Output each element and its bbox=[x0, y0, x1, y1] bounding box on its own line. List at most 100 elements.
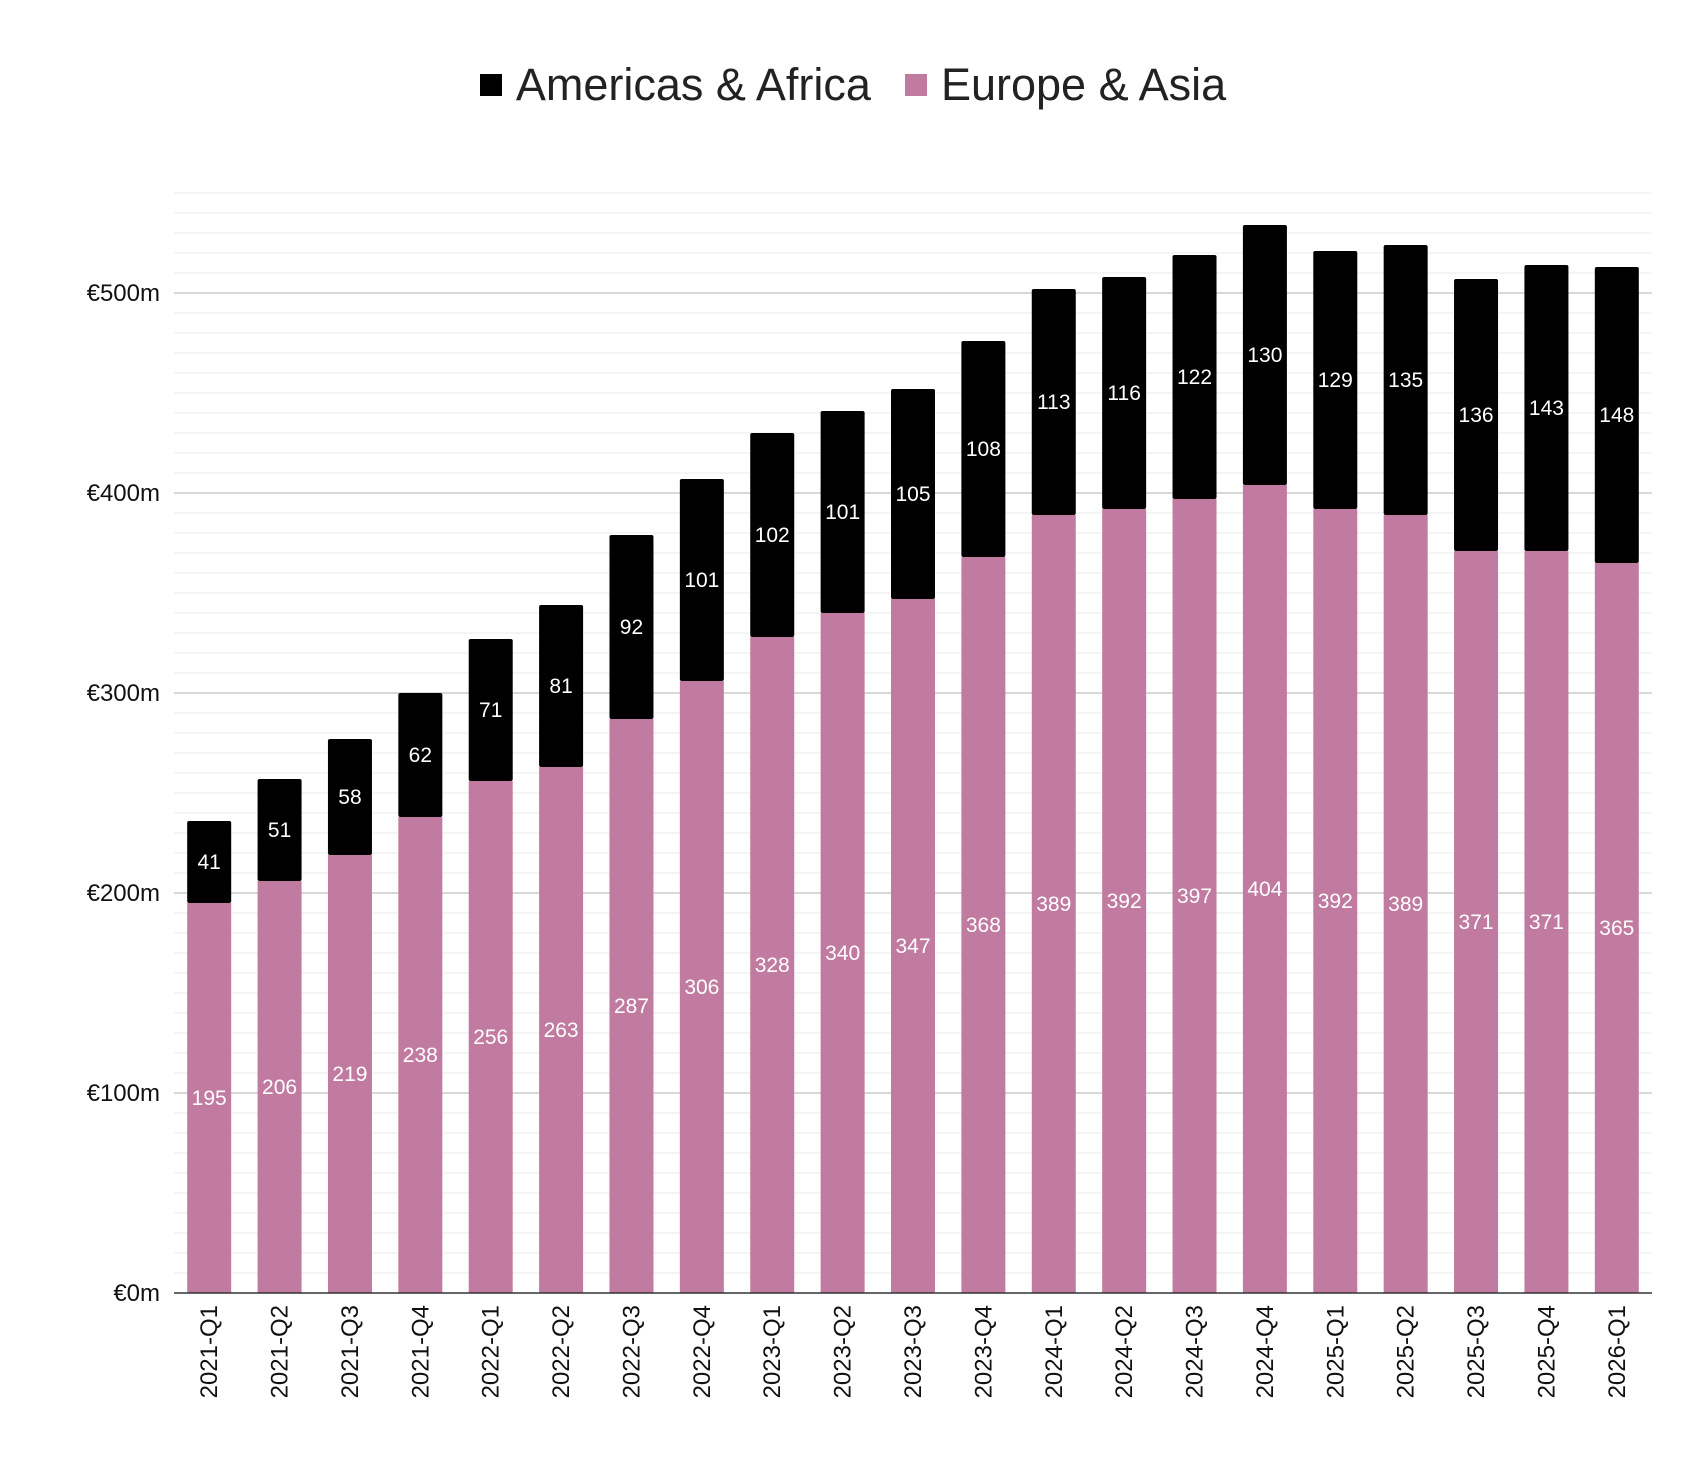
bar-europe-asia bbox=[1594, 563, 1639, 1293]
x-axis: 2021-Q1 2021-Q2 2021-Q3 2021-Q4 2022-Q1 2022-… bbox=[174, 1292, 1652, 1398]
bar-europe-asia bbox=[1242, 485, 1287, 1293]
bar-americas-africa bbox=[398, 693, 443, 817]
x-tick-label: 2026-Q1 bbox=[1604, 1305, 1631, 1398]
bar-americas-africa bbox=[1524, 265, 1569, 551]
bar-americas-africa bbox=[679, 479, 724, 681]
data-label-europe-asia: 389 bbox=[1036, 893, 1071, 916]
bar-americas-africa bbox=[1383, 245, 1428, 515]
bar-europe-asia bbox=[1031, 515, 1076, 1293]
bar-americas-africa bbox=[1313, 251, 1358, 509]
x-tick-label: 2024-Q1 bbox=[1041, 1305, 1068, 1398]
bar-europe-asia bbox=[1102, 509, 1147, 1293]
bar-europe-asia bbox=[609, 719, 654, 1293]
x-tick-label: 2022-Q2 bbox=[548, 1305, 575, 1398]
bar-europe-asia bbox=[187, 903, 232, 1293]
x-tick-label: 2025-Q1 bbox=[1322, 1305, 1349, 1398]
chart-legend: Americas & Africa Europe & Asia bbox=[0, 62, 1706, 107]
data-label-europe-asia: 340 bbox=[825, 942, 860, 965]
data-label-americas-africa: 143 bbox=[1529, 397, 1564, 420]
data-label-europe-asia: 365 bbox=[1599, 917, 1634, 940]
x-tick-label: 2024-Q2 bbox=[1111, 1305, 1138, 1398]
bar-americas-africa bbox=[539, 605, 584, 767]
data-label-europe-asia: 263 bbox=[544, 1019, 579, 1042]
data-label-americas-africa: 71 bbox=[479, 699, 502, 722]
data-label-americas-africa: 101 bbox=[825, 501, 860, 524]
data-label-americas-africa: 101 bbox=[684, 569, 719, 592]
data-label-americas-africa: 113 bbox=[1037, 391, 1070, 414]
x-tick-label: 2021-Q3 bbox=[337, 1305, 364, 1398]
legend-swatch-americas-africa bbox=[479, 73, 502, 96]
bar-europe-asia bbox=[398, 817, 443, 1293]
data-label-americas-africa: 105 bbox=[895, 483, 930, 506]
x-tick-label: 2022-Q1 bbox=[478, 1305, 505, 1398]
data-label-americas-africa: 41 bbox=[198, 851, 221, 874]
data-label-europe-asia: 195 bbox=[192, 1087, 227, 1110]
bar-europe-asia bbox=[539, 767, 584, 1293]
y-tick-label: €200m bbox=[87, 880, 160, 907]
bar-europe-asia bbox=[327, 855, 372, 1293]
bar-americas-africa bbox=[609, 535, 654, 719]
bar-americas-africa bbox=[187, 821, 232, 903]
data-label-americas-africa: 135 bbox=[1388, 369, 1423, 392]
bar-americas-africa bbox=[891, 389, 935, 599]
data-label-europe-asia: 306 bbox=[684, 976, 719, 999]
bar-americas-africa bbox=[1242, 225, 1287, 485]
x-tick-label: 2024-Q3 bbox=[1182, 1305, 1209, 1398]
x-tick-label: 2022-Q3 bbox=[618, 1305, 645, 1398]
data-label-europe-asia: 287 bbox=[614, 995, 649, 1018]
data-label-americas-africa: 51 bbox=[268, 819, 291, 842]
bar-europe-asia bbox=[1524, 551, 1569, 1293]
data-label-europe-asia: 256 bbox=[473, 1026, 508, 1049]
bar-americas-africa bbox=[327, 739, 372, 855]
bar-americas-africa bbox=[1102, 277, 1147, 509]
data-label-europe-asia: 389 bbox=[1388, 893, 1423, 916]
data-label-europe-asia: 404 bbox=[1247, 878, 1282, 901]
y-axis: €0m €100m €200m €300m €400m €500m bbox=[87, 280, 160, 1307]
data-label-europe-asia: 368 bbox=[966, 914, 1001, 937]
data-label-europe-asia: 392 bbox=[1107, 890, 1142, 913]
x-tick-label: 2023-Q4 bbox=[970, 1305, 997, 1398]
x-tick-label: 2025-Q3 bbox=[1463, 1305, 1490, 1398]
x-tick-label: 2021-Q1 bbox=[196, 1305, 223, 1398]
legend-item-europe-asia: Europe & Asia bbox=[904, 62, 1226, 107]
x-tick-label: 2021-Q2 bbox=[267, 1305, 294, 1398]
bar-americas-africa bbox=[1031, 289, 1076, 515]
data-label-americas-africa: 116 bbox=[1107, 382, 1140, 405]
y-tick-label: €400m bbox=[87, 480, 160, 507]
y-tick-label: €100m bbox=[87, 1080, 160, 1107]
data-label-europe-asia: 347 bbox=[895, 935, 930, 958]
data-label-americas-africa: 58 bbox=[338, 786, 361, 809]
data-label-americas-africa: 108 bbox=[966, 438, 1001, 461]
bar-americas-africa bbox=[820, 411, 865, 613]
data-label-americas-africa: 136 bbox=[1459, 404, 1494, 427]
bar-americas-africa bbox=[257, 779, 302, 881]
bar-europe-asia bbox=[1172, 499, 1217, 1293]
bar-europe-asia bbox=[257, 881, 302, 1293]
legend-swatch-europe-asia bbox=[904, 73, 927, 96]
bars: 195 41 206 51 219 58 238 62 256 71 263 81 287 92 306 10… bbox=[187, 225, 1639, 1293]
data-label-europe-asia: 392 bbox=[1318, 890, 1353, 913]
data-label-americas-africa: 62 bbox=[409, 744, 432, 767]
data-label-europe-asia: 206 bbox=[262, 1076, 297, 1099]
x-tick-label: 2022-Q4 bbox=[689, 1305, 716, 1398]
y-tick-label: €0m bbox=[113, 1280, 160, 1307]
bar-europe-asia bbox=[820, 613, 865, 1293]
data-label-europe-asia: 238 bbox=[403, 1044, 438, 1067]
bar-americas-africa bbox=[1594, 267, 1639, 563]
data-label-americas-africa: 81 bbox=[549, 675, 572, 698]
data-label-americas-africa: 102 bbox=[755, 524, 790, 547]
x-tick-label: 2023-Q3 bbox=[900, 1305, 927, 1398]
bar-europe-asia bbox=[679, 681, 724, 1293]
bar-europe-asia bbox=[468, 781, 513, 1293]
data-label-europe-asia: 371 bbox=[1459, 911, 1494, 934]
data-label-americas-africa: 92 bbox=[620, 616, 643, 639]
bar-europe-asia bbox=[1313, 509, 1358, 1293]
data-label-europe-asia: 397 bbox=[1177, 885, 1212, 908]
bar-europe-asia bbox=[891, 599, 935, 1293]
x-tick-label: 2023-Q1 bbox=[759, 1305, 786, 1398]
legend-item-americas-africa: Americas & Africa bbox=[479, 62, 871, 107]
data-label-europe-asia: 219 bbox=[332, 1063, 367, 1086]
x-tick-label: 2024-Q4 bbox=[1252, 1305, 1279, 1398]
bar-americas-africa bbox=[750, 433, 795, 637]
